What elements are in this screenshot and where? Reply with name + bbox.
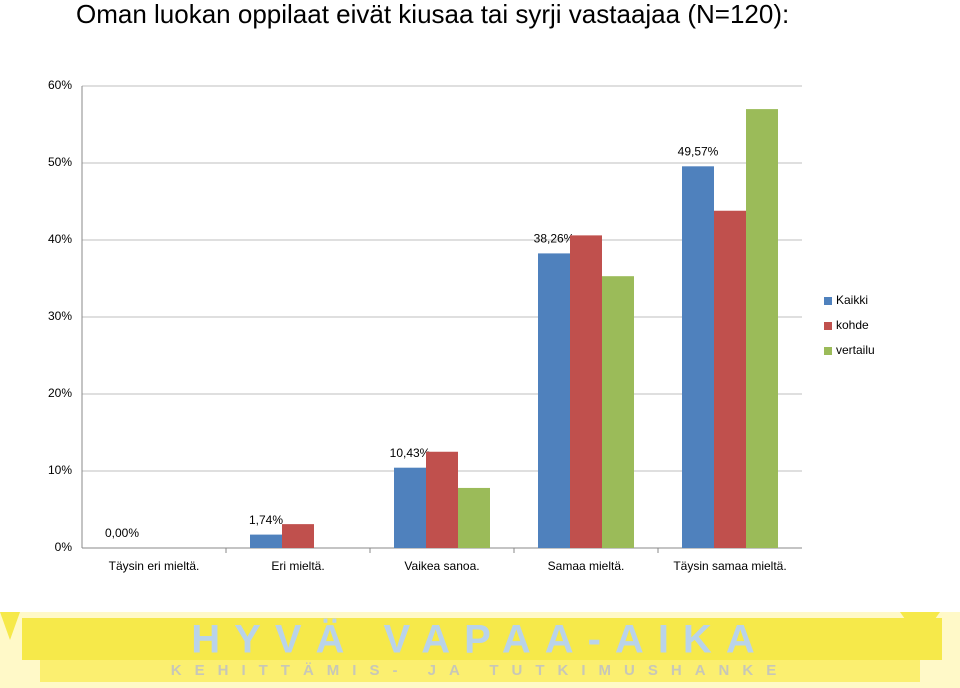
y-tick-label: 20% xyxy=(48,386,72,400)
bar xyxy=(458,487,490,548)
legend-swatch xyxy=(824,347,832,355)
x-tick-label: Eri mieltä. xyxy=(271,559,324,573)
data-label: 38,26% xyxy=(534,232,575,246)
y-tick-label: 40% xyxy=(48,232,72,246)
legend-swatch xyxy=(824,322,832,330)
banner: HYVÄ VAPAA-AIKA KEHITTÄMIS- JA TUTKIMUSH… xyxy=(0,612,960,688)
banner-title: HYVÄ VAPAA-AIKA xyxy=(191,618,768,662)
bar xyxy=(426,451,458,548)
data-label: 10,43% xyxy=(390,446,431,460)
banner-triangle xyxy=(0,612,20,640)
bar xyxy=(538,253,570,548)
data-label: 1,74% xyxy=(249,513,283,527)
bar xyxy=(282,524,314,548)
banner-subtitle: KEHITTÄMIS- JA TUTKIMUSHANKE xyxy=(171,662,789,679)
data-label: 49,57% xyxy=(678,144,719,158)
bar xyxy=(682,166,714,548)
data-label: 0,00% xyxy=(105,526,139,540)
legend-label: vertailu xyxy=(836,343,875,357)
chart-title: Oman luokan oppilaat eivät kiusaa tai sy… xyxy=(76,0,789,29)
bar xyxy=(746,109,778,548)
y-tick-label: 50% xyxy=(48,155,72,169)
bar xyxy=(602,276,634,548)
bar xyxy=(714,210,746,549)
x-tick-label: Täysin samaa mieltä. xyxy=(673,559,786,573)
y-tick-label: 10% xyxy=(48,463,72,477)
y-tick-label: 0% xyxy=(55,540,73,554)
bar xyxy=(394,467,426,548)
legend-label: Kaikki xyxy=(836,293,868,307)
y-tick-label: 30% xyxy=(48,309,72,323)
y-tick-label: 60% xyxy=(48,78,72,92)
x-tick-label: Vaikea sanoa. xyxy=(404,559,479,573)
bar xyxy=(250,534,282,548)
bar xyxy=(570,235,602,548)
legend-swatch xyxy=(824,297,832,305)
legend-label: kohde xyxy=(836,318,869,332)
x-tick-label: Samaa mieltä. xyxy=(548,559,625,573)
banner-stripe xyxy=(40,660,920,682)
banner-stripe xyxy=(22,618,942,660)
x-tick-label: Täysin eri mieltä. xyxy=(109,559,200,573)
